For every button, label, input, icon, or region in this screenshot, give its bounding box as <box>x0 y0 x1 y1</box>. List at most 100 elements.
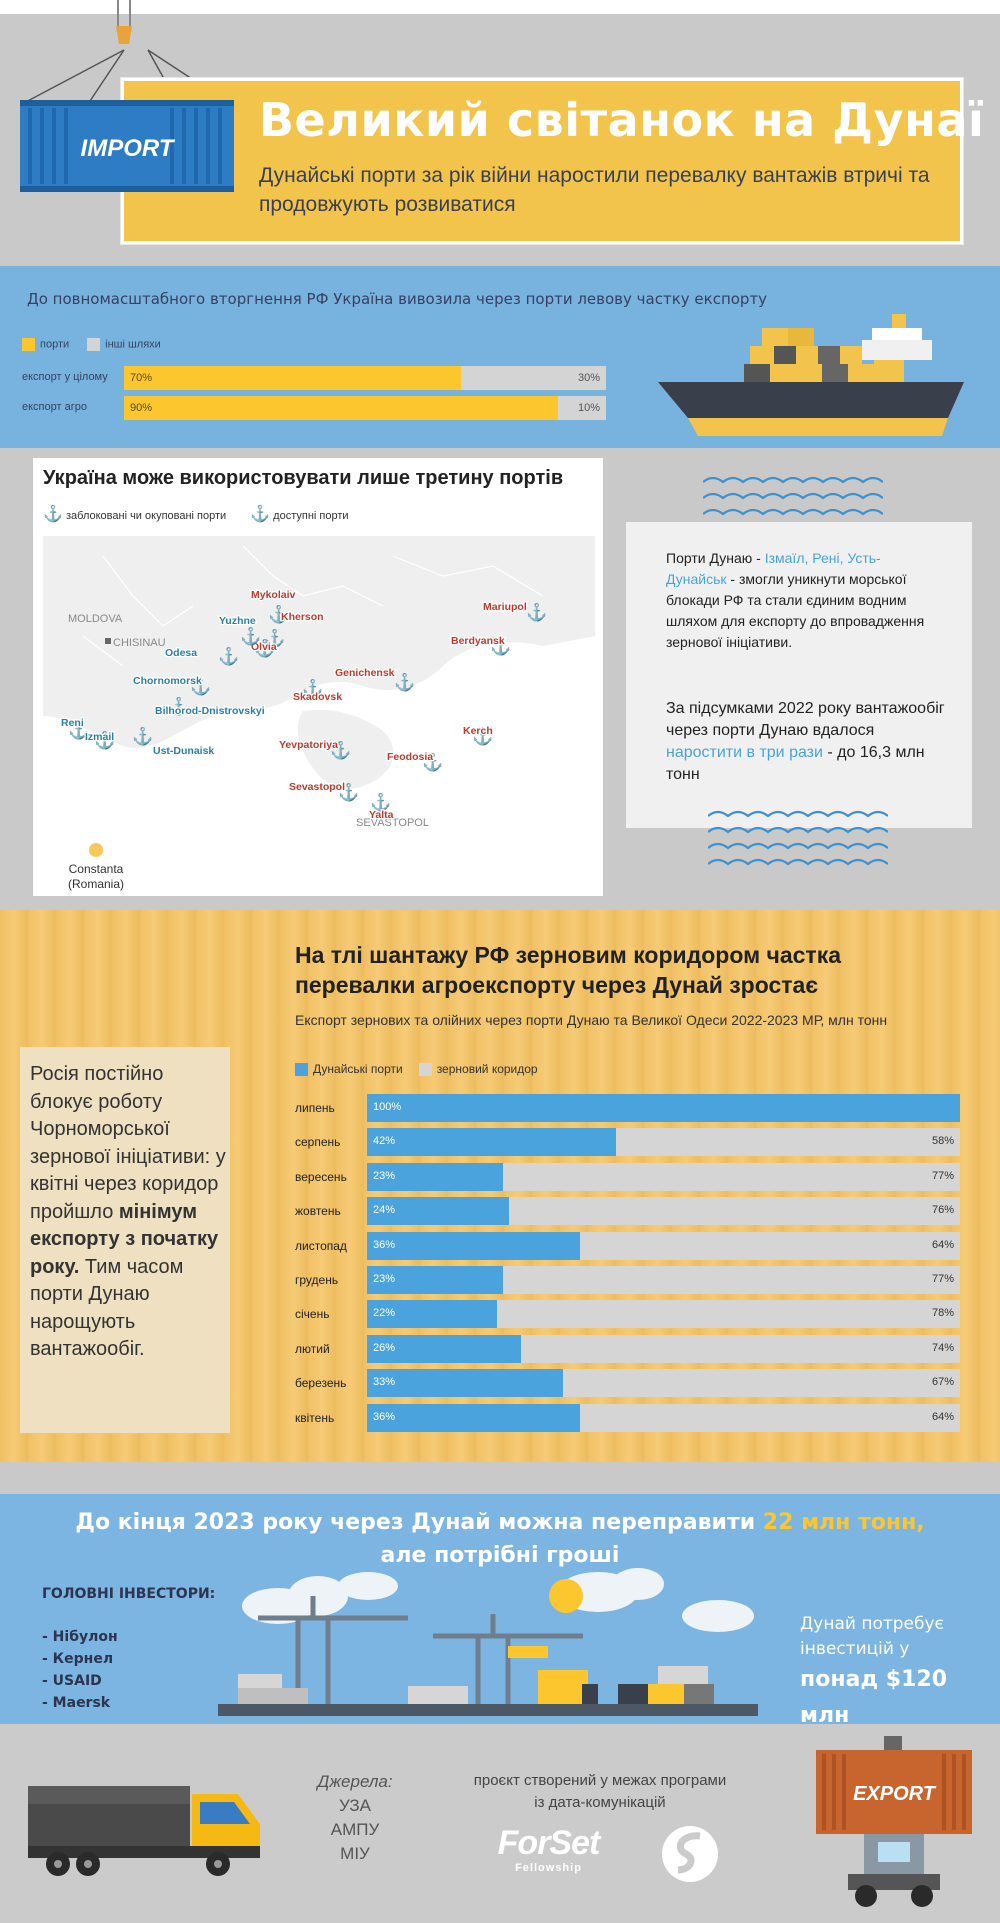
investor-item: - Maersk <box>42 1695 111 1711</box>
other-value: 30% <box>577 372 600 384</box>
anchor-icon: ⚓ <box>240 626 261 646</box>
chart-bar-danube <box>367 1128 617 1157</box>
chart-bar-track: 22% 78% <box>367 1300 960 1329</box>
other-value: 10% <box>577 402 600 414</box>
anchor-icon: ⚓ <box>490 636 511 656</box>
cargo-ship-icon <box>658 314 964 436</box>
export-row-agro: експорт агро 90% 10% <box>22 396 606 420</box>
port-cranes-illustration <box>218 1568 758 1716</box>
anchor-icon: ⚓ <box>68 720 89 740</box>
anchor-icon: ⚓ <box>218 646 239 666</box>
place-sevastopol-city: SEVASTOPOL <box>356 817 429 829</box>
port-label: Yuzhne <box>219 615 256 627</box>
chart-value-corridor: 74% <box>931 1341 954 1354</box>
chart-row: листопад 36% 64% <box>295 1231 960 1260</box>
investment-section: До кінця 2023 року через Дунай можна пер… <box>0 1494 1000 1728</box>
chart-category-label: жовтень <box>295 1204 341 1219</box>
info-paragraph-1: Порти Дунаю - Ізмаїл, Рені, Усть-Дунайсь… <box>666 550 925 650</box>
chart-row: вересень 23% 77% <box>295 1162 960 1191</box>
page-title: Великий світанок на Дунаї <box>259 93 985 147</box>
investment-headline: До кінця 2023 року через Дунай можна пер… <box>75 1510 925 1568</box>
import-label: IMPORT <box>81 135 176 162</box>
chart-value-danube: 100% <box>373 1101 402 1113</box>
anchor-icon: ⚓ <box>338 782 359 802</box>
anchor-icon: ⚓ <box>268 604 289 624</box>
chart-value-corridor: 64% <box>931 1238 954 1251</box>
chart-value-corridor: 67% <box>931 1376 954 1389</box>
chart-bar-danube <box>367 1403 581 1432</box>
s-logo-icon <box>662 1826 718 1882</box>
chart-value-danube: 42% <box>373 1135 396 1148</box>
chart-category-label: липень <box>295 1101 335 1115</box>
ports-map-card: Україна може використовувати лише третин… <box>33 458 603 896</box>
import-container-icon: IMPORT <box>20 100 234 192</box>
export-label: EXPORT <box>853 1783 937 1805</box>
info-paragraph-2: За підсумками 2022 року вантажообіг чере… <box>666 700 945 783</box>
chart-bar-danube <box>367 1266 504 1294</box>
chart-category-label: вересень <box>295 1169 347 1184</box>
chart-bar-track: 23% 77% <box>367 1266 960 1294</box>
place-moldova: MOLDOVA <box>68 613 123 625</box>
investment-needs: Дунай потребує інвестицій у понад $120 м… <box>800 1612 990 1734</box>
chart-row: жовтень 24% 76% <box>295 1197 960 1226</box>
chart-category-label: січень <box>295 1307 330 1322</box>
port-label: Chornomorsk <box>133 675 202 687</box>
port-label: Odesa <box>165 647 197 659</box>
port-label: Olvia <box>251 641 277 653</box>
sources-title: Джерела: <box>317 1772 393 1791</box>
export-bar: 70% 30% <box>124 366 606 390</box>
chart-bar-danube <box>367 1334 522 1363</box>
russia-note: Росія постійно блокує роботу Чорноморськ… <box>20 1047 230 1433</box>
corridor-legend: Дунайські порти зерновий коридор <box>295 1062 538 1077</box>
anchor-icon: ⚓ <box>394 672 415 692</box>
anchor-icon: ⚓ <box>472 726 493 746</box>
corridor-title: На тлі шантажу РФ зерновим коридором час… <box>295 942 841 998</box>
chart-category-label: серпень <box>295 1135 341 1150</box>
export-bar: 90% 10% <box>124 396 606 420</box>
chart-value-corridor: 64% <box>931 1410 954 1423</box>
port-label: Berdyansk <box>451 635 505 647</box>
chart-value-danube: 22% <box>373 1307 396 1320</box>
source-item: МІУ <box>340 1844 370 1863</box>
chart-bar-danube <box>367 1231 581 1260</box>
chart-category-label: листопад <box>295 1238 347 1253</box>
chart-bar-track: 36% 64% <box>367 1403 960 1432</box>
anchor-icon: ⚓ <box>190 676 211 696</box>
anchor-icon: ⚓ <box>422 752 443 772</box>
chart-value-corridor: 58% <box>931 1135 954 1148</box>
chart-category-label: березень <box>295 1376 347 1391</box>
chart-bar-danube <box>367 1369 563 1398</box>
investors-title: ГОЛОВНІ ІНВЕСТОРИ: <box>42 1586 216 1602</box>
export-share-lead: До повномасштабного вторгнення РФ Україн… <box>27 290 768 308</box>
chart-bar-danube <box>367 1162 504 1191</box>
source-item: АМПУ <box>330 1820 380 1839</box>
anchor-icon: ⚓ <box>370 792 391 812</box>
place-constanta: Constanta <box>69 862 124 876</box>
anchor-icon: ⚓ <box>302 678 323 698</box>
port-label: Skadovsk <box>293 691 342 703</box>
legend-available: ⚓ доступні порти <box>250 506 349 523</box>
chart-row: січень 22% 78% <box>295 1300 960 1329</box>
source-item: УЗА <box>338 1796 372 1815</box>
project-note: проєкт створений у межах програми із дат… <box>473 1772 727 1811</box>
chart-value-danube: 26% <box>373 1341 396 1354</box>
chart-value-danube: 36% <box>373 1410 396 1423</box>
ports-value: 70% <box>130 372 153 384</box>
port-label: Mykolaiv <box>251 589 296 601</box>
chart-bar-track: 24% 76% <box>367 1197 960 1226</box>
anchor-icon: ⚓ <box>330 740 351 760</box>
place-romania: (Romania) <box>68 877 124 891</box>
anchor-icon: ⚓ <box>526 602 547 622</box>
port-label: Yalta <box>369 809 394 821</box>
anchor-icon: ⚓ <box>264 628 285 648</box>
port-markers: ⚓Mykolaiv⚓Kherson⚓Olvia⚓Skadovsk⚓Geniche… <box>60 588 548 823</box>
chart-value-danube: 33% <box>373 1376 396 1389</box>
anchor-icon: ⚓ <box>254 638 275 658</box>
port-label: Kerch <box>463 725 493 737</box>
corridor-section: На тлі шантажу РФ зерновим коридором час… <box>0 910 1000 1462</box>
legend-other: інші шляхи <box>87 338 161 351</box>
chart-value-danube: 36% <box>373 1238 396 1251</box>
legend-corridor: зерновий коридор <box>418 1062 538 1077</box>
chart-row: березень 33% 67% <box>295 1369 960 1398</box>
chart-row: липень 100% <box>295 1094 960 1122</box>
